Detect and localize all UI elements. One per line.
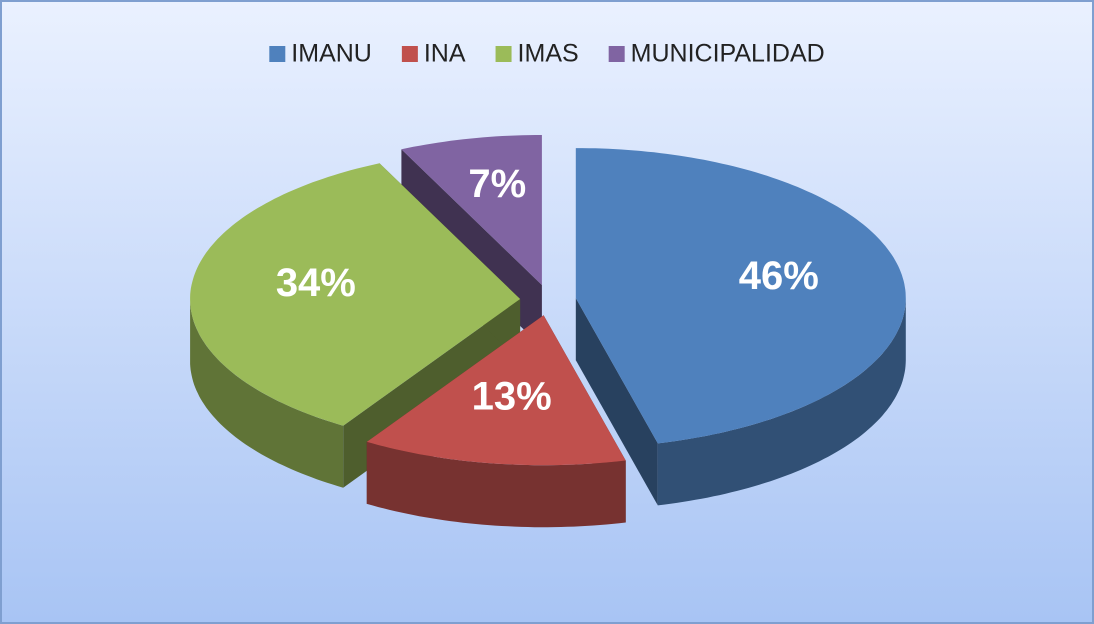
legend-label: IMANU [291,40,372,68]
slice-side [657,298,906,506]
slice [575,148,906,506]
legend-label: INA [424,40,466,68]
slice-top [575,148,906,444]
legend-swatch [608,46,625,62]
legend-label: IMAS [518,40,579,68]
data-label: 7% [468,162,526,206]
data-label: 46% [739,254,819,298]
legend: IMANU INA IMAS MUNICIPALIDAD [269,40,825,68]
legend-swatch [269,46,286,62]
slice-side [190,299,344,488]
slice-top [190,163,521,426]
slice-top [366,315,626,466]
slice-wall [575,298,658,506]
slice-side [366,441,626,528]
slice-top [401,135,542,285]
pie: 46% 13% 34% 7% [190,135,906,528]
data-label: 13% [472,375,552,419]
legend-swatch [495,46,512,62]
legend-swatch [401,46,418,62]
data-label: 34% [276,261,356,305]
legend-label: MUNICIPALIDAD [631,40,825,68]
slice [366,315,626,528]
